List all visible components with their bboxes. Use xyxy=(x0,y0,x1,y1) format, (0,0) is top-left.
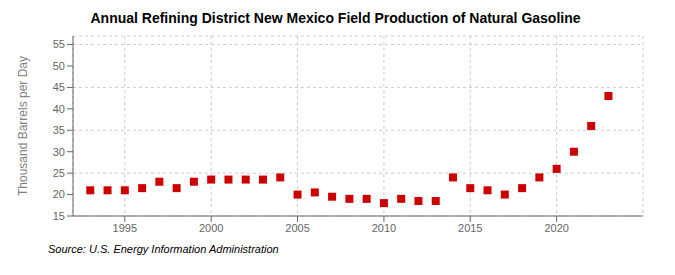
svg-text:2010: 2010 xyxy=(372,222,396,234)
svg-text:45: 45 xyxy=(53,81,65,93)
svg-text:35: 35 xyxy=(53,124,65,136)
svg-text:25: 25 xyxy=(53,167,65,179)
svg-text:2020: 2020 xyxy=(544,222,568,234)
svg-text:2005: 2005 xyxy=(285,222,309,234)
svg-text:1995: 1995 xyxy=(113,222,137,234)
html-text:Annual Refining District New M: Annual Refining District New Mexico Fiel… xyxy=(90,10,581,26)
svg-text:2000: 2000 xyxy=(199,222,223,234)
svg-text:Thousand Barrels per Day: Thousand Barrels per Day xyxy=(16,56,30,196)
svg-text:20: 20 xyxy=(53,188,65,200)
svg-text:2015: 2015 xyxy=(458,222,482,234)
svg-text:30: 30 xyxy=(53,146,65,158)
svg-text:40: 40 xyxy=(53,103,65,115)
svg-text:50: 50 xyxy=(53,60,65,72)
svg-text:15: 15 xyxy=(53,210,65,222)
html-text:Source: U.S. Energy Informatio: Source: U.S. Energy Information Administ… xyxy=(48,243,279,255)
svg-text:55: 55 xyxy=(53,38,65,50)
